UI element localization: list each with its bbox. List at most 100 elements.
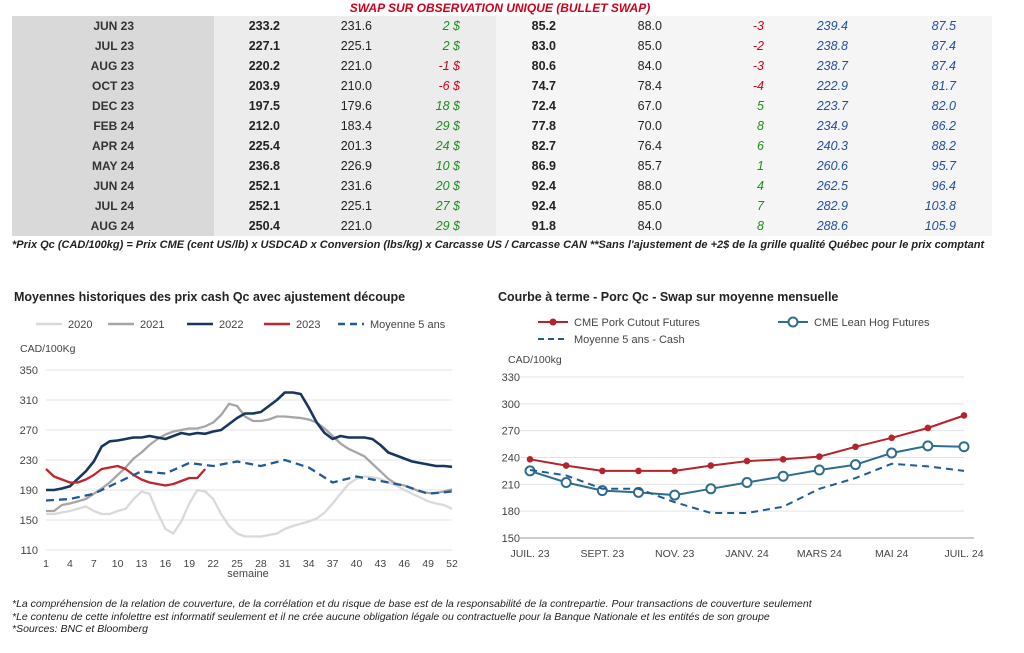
data-point [669, 489, 681, 501]
table-cell-col8: 87.4 [931, 39, 956, 53]
x-tick-label: MAI 24 [875, 548, 908, 560]
table-cell-col3: 2 $ [442, 39, 460, 53]
table-cell-col1: 227.1 [248, 39, 280, 53]
x-tick-label: 34 [303, 558, 315, 570]
chart-historical-title: Moyennes historiques des prix cash Qc av… [14, 290, 406, 304]
x-tick-label: NOV. 23 [655, 548, 694, 560]
table-cell-col0: JUN 23 [93, 19, 134, 33]
table-cell-col6: 8 [757, 219, 764, 233]
table-cell-col8: 96.4 [931, 179, 956, 193]
table-cell-col2: 179.6 [340, 99, 372, 113]
x-tick-label: MARS 24 [797, 548, 842, 560]
table-cell-col4: 85.2 [531, 19, 556, 33]
x-tick-label: 1 [43, 558, 49, 570]
legend-label: 2020 [68, 319, 92, 331]
table-cell-col2: 183.4 [340, 119, 372, 133]
table-cell-col7: 239.4 [816, 19, 848, 33]
table-cell-col1: 250.4 [248, 219, 280, 233]
legend-label: 2023 [296, 319, 320, 331]
y-tick-label: 190 [20, 485, 38, 497]
data-point [671, 467, 678, 475]
table-cell-col3: -6 $ [438, 79, 460, 93]
table-cell-col5: 85.7 [637, 159, 662, 173]
table-cell-col0: MAY 24 [91, 159, 134, 173]
table-cell-col6: -2 [752, 39, 764, 53]
table-cell-col5: 67.0 [637, 99, 662, 113]
legend-label: 2022 [219, 319, 243, 331]
table-cell-col8: 86.2 [931, 119, 956, 133]
table-cell-col2: 225.1 [340, 39, 372, 53]
y-tick-label: 210 [502, 479, 520, 491]
legend-label: CME Pork Cutout Futures [574, 317, 700, 329]
table-band-usd [496, 16, 992, 236]
table-cell-col6: 8 [757, 119, 764, 133]
table-cell-col7: 260.6 [816, 159, 848, 173]
data-point [562, 462, 570, 469]
legend-marker [549, 318, 557, 326]
legend-label: Moyenne 5 ans [370, 319, 446, 331]
chart-historical: 2020 2021 2022 2023 Moyenne 5 ansCAD/100Kg11… [20, 319, 458, 580]
table-cell-col5: 84.0 [637, 219, 662, 233]
table-cell-col2: 210.0 [340, 79, 372, 93]
y-tick-label: 270 [20, 425, 38, 437]
data-point [596, 485, 608, 497]
series-line-moyenne-5-ans [45, 458, 453, 502]
table-cell-col0: OCT 23 [91, 79, 134, 93]
table-cell-col3: 18 $ [435, 99, 460, 113]
table-cell-col6: -4 [752, 79, 764, 93]
table-cell-col0: DEC 23 [91, 99, 134, 113]
table-cell-col2: 225.1 [340, 199, 372, 213]
table-cell-col1: 225.4 [248, 139, 280, 153]
data-point [707, 462, 715, 469]
data-point [960, 412, 968, 419]
x-tick-label: 49 [422, 558, 434, 570]
table-cell-col7: 262.5 [816, 179, 848, 193]
data-point [852, 443, 859, 451]
x-tick-label: 25 [231, 558, 243, 570]
x-tick-label: JANV. 24 [725, 548, 769, 560]
x-tick-label: JUIL. 23 [510, 548, 549, 560]
data-point [741, 477, 753, 489]
table-row: JUL 24 252.1 225.1 27 $ 92.4 85.0 7 282.9 103.8 [12, 196, 992, 216]
x-axis-title: semaine [227, 568, 269, 580]
table-cell-col0: JUL 23 [94, 39, 134, 53]
table-cell-col0: APR 24 [91, 139, 134, 153]
data-point [922, 440, 934, 452]
table-row: MAY 24 236.8 226.9 10 $ 86.9 85.7 1 260.6 95.7 [12, 156, 992, 176]
table-row: AUG 23 220.2 221.0 -1 $ 80.6 84.0 -3 238.7 87.4 [12, 56, 992, 76]
y-tick-label: 300 [502, 399, 520, 411]
data-point [813, 464, 825, 476]
x-tick-label: 22 [207, 558, 219, 570]
table-cell-col1: 220.2 [248, 59, 280, 73]
table-cell-col2: 221.0 [340, 59, 372, 73]
page-title: SWAP SUR OBSERVATION UNIQUE (BULLET SWAP… [349, 1, 651, 15]
legend-label: CME Lean Hog Futures [814, 317, 930, 329]
y-tick-label: 180 [502, 506, 520, 518]
table-cell-col5: 85.0 [637, 199, 662, 213]
legend-label: Moyenne 5 ans - Cash [574, 334, 685, 346]
disclaimer-line: *La compréhension de la relation de couv… [12, 598, 812, 610]
sources-line: *Sources: BNC et Bloomberg [12, 623, 148, 635]
data-point [850, 459, 861, 471]
data-point [705, 483, 717, 495]
table-cell-col0: JUN 24 [93, 179, 134, 193]
y-tick-label: 350 [20, 365, 38, 377]
y-axis-title: CAD/100Kg [20, 343, 76, 355]
chart-forward-title: Courbe à terme - Porc Qc - Swap sur moye… [498, 290, 839, 304]
table-row: JUL 23 227.1 225.1 2 $ 83.0 85.0 -2 238.8 87.4 [12, 36, 992, 56]
table-cell-col3: 10 $ [435, 159, 460, 173]
table-cell-col6: 4 [757, 179, 764, 193]
table-cell-col4: 77.8 [531, 119, 556, 133]
data-point [779, 455, 787, 463]
y-tick-label: 110 [20, 545, 38, 557]
table-cell-col8: 88.2 [931, 139, 956, 153]
x-tick-label: 7 [91, 558, 97, 570]
x-tick-label: 40 [351, 558, 363, 570]
table-cell-col4: 92.4 [531, 179, 556, 193]
table-cell-col3: 29 $ [435, 119, 460, 133]
table-cell-col3: 20 $ [435, 179, 460, 193]
data-point [924, 424, 932, 432]
table-cell-col3: 27 $ [435, 199, 460, 213]
table-cell-col8: 95.7 [931, 159, 956, 173]
table-cell-col1: 236.8 [248, 159, 280, 173]
